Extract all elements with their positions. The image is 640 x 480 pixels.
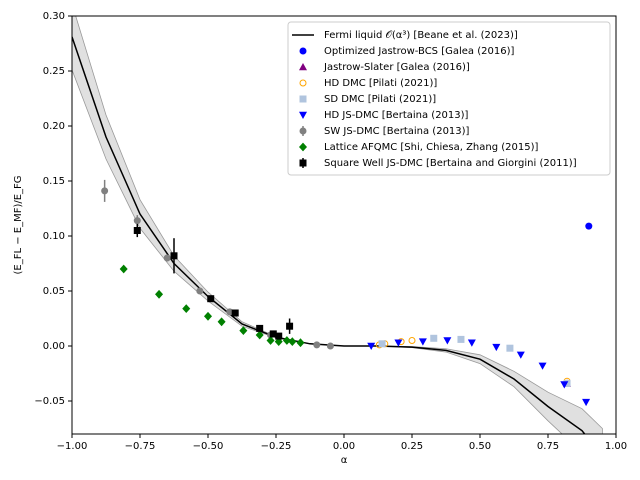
marker	[367, 342, 376, 350]
x-tick-label: −0.50	[193, 441, 224, 452]
legend-label: HD JS-DMC [Bertaina (2013)]	[324, 110, 469, 121]
x-tick-label: 0.75	[537, 441, 559, 452]
marker	[266, 336, 275, 345]
legend-label: Square Well JS-DMC [Bertaina and Giorgin…	[324, 158, 577, 169]
y-tick-label: 0.20	[43, 121, 65, 132]
y-tick-label: 0.15	[43, 176, 65, 187]
legend-label: Lattice AFQMC [Shi, Chiesa, Zhang (2015)…	[324, 142, 539, 153]
marker	[296, 338, 305, 348]
plot-frame	[71, 15, 617, 435]
x-tick-label: −0.25	[261, 441, 292, 452]
marker	[299, 95, 307, 103]
y-tick-label: 0.00	[43, 341, 65, 352]
y-tick-label: 0.10	[43, 231, 65, 242]
legend-label: Fermi liquid 𝒪(α³) [Beane et al. (2023)]	[324, 30, 518, 41]
marker	[378, 340, 386, 348]
marker	[119, 264, 128, 274]
y-tick-label: −0.05	[34, 396, 65, 407]
marker	[101, 187, 109, 195]
marker	[299, 63, 307, 71]
marker	[430, 334, 438, 342]
marker	[585, 222, 593, 230]
marker	[299, 111, 307, 119]
marker	[255, 330, 264, 340]
marker	[492, 343, 501, 352]
y-axis-label: (E_FL − E_MF)/E_FG	[13, 175, 24, 274]
marker	[133, 227, 141, 234]
marker	[408, 337, 416, 344]
marker	[204, 311, 212, 321]
marker	[217, 317, 226, 327]
marker	[313, 341, 321, 349]
y-tick-label: 0.05	[43, 286, 65, 297]
marker	[299, 47, 307, 55]
marker	[394, 339, 403, 347]
marker	[299, 127, 307, 135]
legend-label: SW JS-DMC [Bertaina (2013)]	[324, 126, 470, 137]
confidence-band	[72, 16, 603, 434]
fit-line	[72, 36, 586, 434]
legend-label: SD DMC [Pilati (2021)]	[324, 94, 436, 105]
marker	[326, 342, 334, 350]
marker	[288, 337, 297, 346]
x-tick-label: −0.75	[125, 441, 156, 452]
marker	[286, 322, 294, 330]
marker	[418, 338, 427, 346]
x-tick-label: 0.00	[333, 441, 355, 452]
x-tick-label: 0.25	[401, 441, 423, 452]
marker	[231, 309, 239, 317]
legend: Fermi liquid 𝒪(α³) [Beane et al. (2023)]…	[287, 21, 611, 176]
x-tick-label: −1.00	[57, 441, 88, 452]
marker	[155, 289, 164, 299]
marker	[133, 217, 141, 225]
x-tick-label: 0.50	[469, 441, 491, 452]
marker	[299, 159, 307, 167]
plot-area	[72, 16, 603, 434]
legend-label: Optimized Jastrow-BCS [Galea (2016)]	[324, 46, 514, 57]
marker	[282, 336, 291, 345]
y-tick-label: 0.30	[43, 11, 65, 22]
marker	[506, 344, 514, 352]
marker	[467, 339, 476, 347]
marker	[239, 326, 248, 335]
marker	[170, 252, 178, 260]
marker	[457, 335, 465, 343]
marker	[256, 324, 264, 332]
marker	[275, 332, 283, 340]
legend-label: Jastrow-Slater [Galea (2016)]	[323, 62, 470, 73]
marker	[516, 351, 525, 359]
marker	[582, 398, 591, 407]
x-axis-label: α	[341, 455, 348, 466]
x-tick-label: 1.00	[605, 441, 627, 452]
marker	[269, 330, 277, 338]
legend-box	[287, 21, 611, 176]
marker	[182, 304, 191, 313]
marker	[226, 308, 234, 316]
marker	[299, 142, 307, 152]
marker	[560, 381, 569, 389]
marker	[299, 79, 307, 87]
marker	[196, 287, 204, 295]
marker	[538, 362, 547, 370]
marker	[163, 254, 171, 262]
marker	[443, 337, 452, 345]
y-tick-label: 0.25	[43, 66, 65, 77]
legend-label: HD DMC [Pilati (2021)]	[324, 78, 437, 89]
marker	[207, 295, 215, 303]
